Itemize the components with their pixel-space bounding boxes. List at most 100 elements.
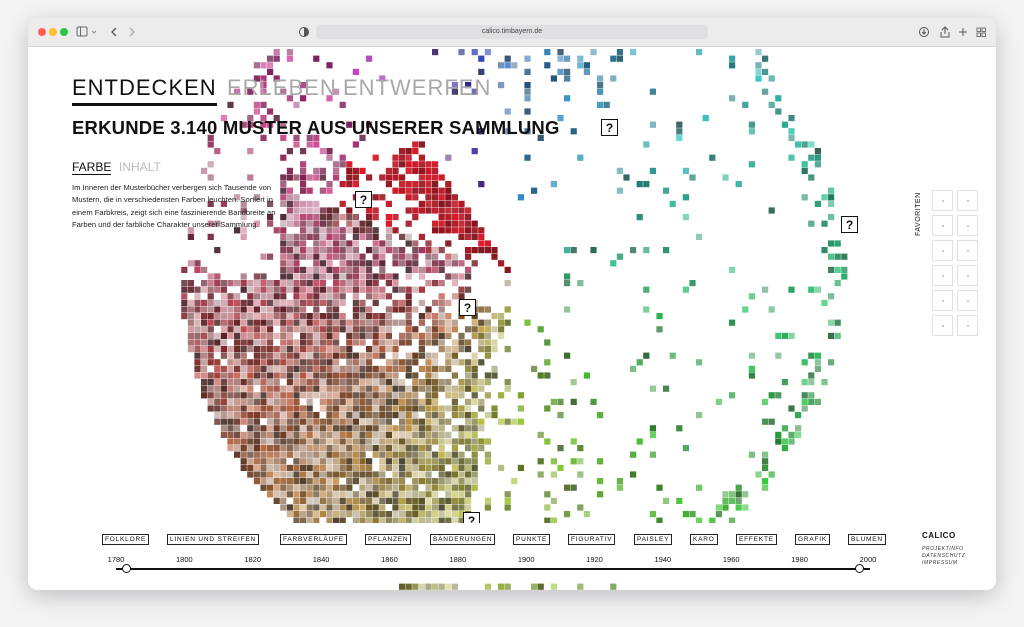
pattern-tile[interactable] bbox=[359, 451, 366, 458]
pattern-tile[interactable] bbox=[550, 497, 557, 504]
pattern-tile[interactable] bbox=[240, 273, 247, 280]
pattern-tile[interactable] bbox=[801, 379, 808, 386]
pattern-tile[interactable] bbox=[735, 491, 742, 498]
pattern-tile[interactable] bbox=[280, 346, 287, 353]
pattern-tile[interactable] bbox=[319, 471, 326, 478]
pattern-tile[interactable] bbox=[471, 445, 478, 452]
pattern-tile[interactable] bbox=[828, 359, 835, 366]
pattern-tile[interactable] bbox=[326, 227, 333, 234]
pattern-tile[interactable] bbox=[445, 154, 452, 161]
nav-link[interactable]: ERLEBEN bbox=[227, 75, 337, 100]
pattern-tile[interactable] bbox=[313, 247, 320, 254]
pattern-tile[interactable] bbox=[676, 128, 683, 135]
pattern-tile[interactable] bbox=[207, 134, 214, 141]
pattern-tile[interactable] bbox=[405, 339, 412, 346]
pattern-tile[interactable] bbox=[385, 511, 392, 518]
pattern-tile[interactable] bbox=[372, 253, 379, 260]
pattern-tile[interactable] bbox=[260, 319, 267, 326]
pattern-tile[interactable] bbox=[577, 504, 584, 511]
pattern-tile[interactable] bbox=[775, 392, 782, 399]
pattern-tile[interactable] bbox=[418, 141, 425, 148]
pattern-tile[interactable] bbox=[366, 266, 373, 273]
pattern-tile[interactable] bbox=[432, 464, 439, 471]
pattern-tile[interactable] bbox=[313, 352, 320, 359]
pattern-tile[interactable] bbox=[333, 438, 340, 445]
pattern-tile[interactable] bbox=[801, 194, 808, 201]
pattern-tile[interactable] bbox=[531, 187, 538, 194]
pattern-tile[interactable] bbox=[267, 379, 274, 386]
pattern-tile[interactable] bbox=[451, 352, 458, 359]
pattern-tile[interactable] bbox=[484, 247, 491, 254]
pattern-tile[interactable] bbox=[729, 55, 736, 62]
pattern-tile[interactable] bbox=[267, 346, 274, 353]
pattern-tile[interactable] bbox=[385, 425, 392, 432]
pattern-tile[interactable] bbox=[484, 438, 491, 445]
pattern-tile[interactable] bbox=[451, 425, 458, 432]
pattern-tile[interactable] bbox=[313, 491, 320, 498]
pattern-tile[interactable] bbox=[491, 313, 498, 320]
pattern-tile[interactable] bbox=[616, 478, 623, 485]
pattern-tile[interactable] bbox=[319, 346, 326, 353]
pattern-tile[interactable] bbox=[306, 286, 313, 293]
pattern-tile[interactable] bbox=[313, 207, 320, 214]
pattern-tile[interactable] bbox=[425, 365, 432, 372]
pattern-tile[interactable] bbox=[346, 339, 353, 346]
pattern-tile[interactable] bbox=[300, 247, 307, 254]
pattern-tile[interactable] bbox=[465, 233, 472, 240]
pattern-tile[interactable] bbox=[412, 385, 419, 392]
pattern-tile[interactable] bbox=[333, 425, 340, 432]
timeline-track[interactable] bbox=[116, 568, 870, 570]
pattern-tile[interactable] bbox=[267, 68, 274, 75]
pattern-tile[interactable] bbox=[359, 306, 366, 313]
pattern-tile[interactable] bbox=[319, 227, 326, 234]
pattern-tile[interactable] bbox=[418, 464, 425, 471]
pattern-tile[interactable] bbox=[597, 491, 604, 498]
pattern-tile[interactable] bbox=[399, 583, 406, 590]
pattern-tile[interactable] bbox=[491, 346, 498, 353]
pattern-tile[interactable] bbox=[273, 286, 280, 293]
pattern-tile[interactable] bbox=[286, 319, 293, 326]
pattern-tile[interactable] bbox=[445, 319, 452, 326]
pattern-tile[interactable] bbox=[352, 464, 359, 471]
pattern-tile[interactable] bbox=[366, 385, 373, 392]
pattern-tile[interactable] bbox=[234, 365, 241, 372]
pattern-tile[interactable] bbox=[392, 405, 399, 412]
pattern-tile[interactable] bbox=[286, 240, 293, 247]
pattern-tile[interactable] bbox=[306, 365, 313, 372]
pattern-tile[interactable] bbox=[471, 379, 478, 386]
pattern-tile[interactable] bbox=[293, 134, 300, 141]
pattern-tile[interactable] bbox=[293, 200, 300, 207]
pattern-tile[interactable] bbox=[445, 438, 452, 445]
pattern-tile[interactable] bbox=[313, 313, 320, 320]
pattern-tile[interactable] bbox=[352, 141, 359, 148]
pattern-tile[interactable] bbox=[346, 319, 353, 326]
pattern-tile[interactable] bbox=[405, 491, 412, 498]
pattern-tile[interactable] bbox=[293, 326, 300, 333]
pattern-tile[interactable] bbox=[260, 458, 267, 465]
pattern-tile[interactable] bbox=[484, 332, 491, 339]
pattern-tile[interactable] bbox=[267, 332, 274, 339]
pattern-tile[interactable] bbox=[293, 379, 300, 386]
pattern-tile[interactable] bbox=[220, 379, 227, 386]
pattern-tile[interactable] bbox=[504, 497, 511, 504]
pattern-tile[interactable] bbox=[465, 346, 472, 353]
pattern-tile[interactable] bbox=[359, 425, 366, 432]
pattern-tile[interactable] bbox=[762, 418, 769, 425]
pattern-tile[interactable] bbox=[412, 326, 419, 333]
pattern-tile[interactable] bbox=[478, 379, 485, 386]
pattern-tile[interactable] bbox=[313, 445, 320, 452]
pattern-tile[interactable] bbox=[366, 332, 373, 339]
pattern-tile[interactable] bbox=[352, 392, 359, 399]
pattern-tile[interactable] bbox=[405, 161, 412, 168]
pattern-tile[interactable] bbox=[319, 332, 326, 339]
pattern-tile[interactable] bbox=[247, 88, 254, 95]
pattern-tile[interactable] bbox=[293, 101, 300, 108]
pattern-tile[interactable] bbox=[359, 372, 366, 379]
pattern-tile[interactable] bbox=[300, 431, 307, 438]
pattern-tile[interactable] bbox=[425, 484, 432, 491]
pattern-tile[interactable] bbox=[834, 253, 841, 260]
pattern-tile[interactable] bbox=[418, 418, 425, 425]
pattern-tile[interactable] bbox=[781, 121, 788, 128]
pattern-tile[interactable] bbox=[352, 398, 359, 405]
pattern-tile[interactable] bbox=[366, 504, 373, 511]
